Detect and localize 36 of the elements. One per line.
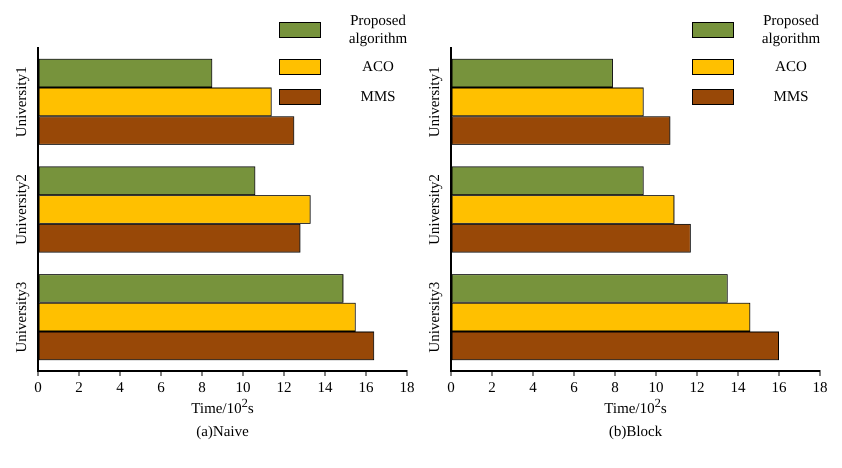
y-tick-label: University1 [426, 66, 443, 138]
text: MMS [359, 88, 397, 106]
x-tick-label: 2 [488, 380, 496, 396]
y-tick-label: University2 [426, 174, 443, 245]
text: MMS [772, 88, 810, 106]
x-tick-label: 6 [570, 380, 578, 396]
x-tick-label: 18 [400, 380, 414, 396]
x-tick-label: 2 [75, 380, 83, 396]
x-tick-label: 0 [447, 380, 455, 396]
x-tick-label: 12 [276, 380, 292, 396]
x-tick-label: 6 [157, 380, 166, 396]
x-tick-label: 8 [198, 380, 206, 396]
x-tick-label: 10 [648, 380, 664, 396]
x-tick-label: 18 [812, 380, 828, 396]
text: ACO [361, 58, 395, 76]
text: ACO [774, 58, 808, 76]
x-axis-title: Time/10$^{2}$s [603, 396, 668, 418]
x-tick-label: 8 [611, 380, 619, 396]
text: (b)Block [608, 424, 664, 441]
x-tick-label: 16 [358, 380, 374, 396]
y-tick-label: University2 [14, 174, 30, 245]
x-tick-label: 12 [690, 380, 704, 396]
y-tick-label: University1 [14, 66, 30, 138]
legend-label: Proposed algorithm [760, 12, 822, 48]
y-tick-label: University3 [426, 282, 443, 353]
x-tick-label: 14 [730, 380, 746, 396]
x-tick-label: 4 [116, 380, 124, 396]
x-tick-label: 4 [529, 380, 538, 396]
x-tick-label: 14 [318, 380, 333, 396]
x-tick-label: 0 [34, 380, 42, 396]
y-tick-label: University3 [14, 282, 30, 353]
text: (a)Naive [195, 424, 250, 441]
legend-label: Proposed algorithm [348, 12, 408, 48]
x-tick-label: 10 [236, 380, 250, 396]
x-axis-title: Time/10$^{2}$s [190, 396, 255, 418]
x-tick-label: 16 [772, 380, 787, 396]
